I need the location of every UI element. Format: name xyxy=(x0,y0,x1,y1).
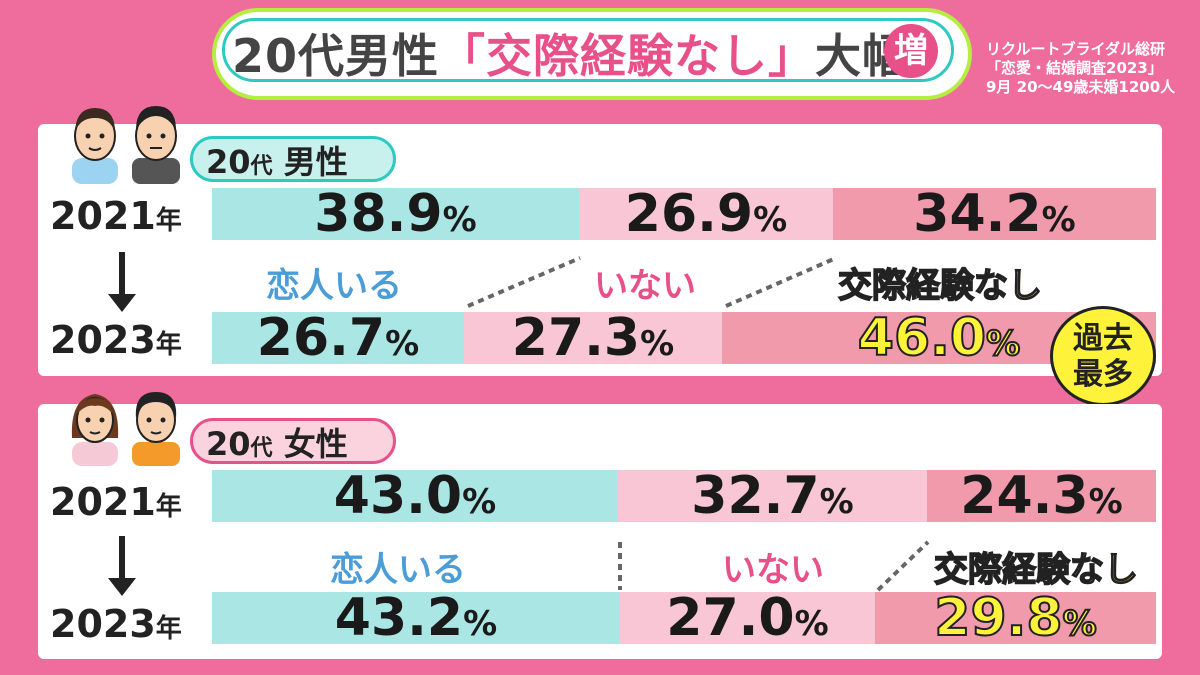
percent-sign: % xyxy=(985,323,1021,365)
male-year-2023: 2023年 xyxy=(50,318,182,362)
record-badge-line-1: 過去 xyxy=(1073,321,1133,356)
source-line-3: 9月 20〜49歳未婚1200人 xyxy=(986,78,1176,96)
female-year-2023: 2023年 xyxy=(50,602,182,646)
source-line-2: 「恋愛・結婚調査2023」 xyxy=(986,59,1163,77)
female-2023-never-bar: 29.8% xyxy=(875,587,1156,649)
down-arrow-head xyxy=(108,294,136,312)
female-label-dai: 代 xyxy=(250,436,273,461)
female-2023-none-label: 27.0% xyxy=(666,588,829,648)
male-group-tab xyxy=(190,136,396,182)
title-inner-frame xyxy=(222,18,954,82)
female-2021-partner-bar: 43.0% xyxy=(212,466,618,526)
female-2023-never-label: 29.8% xyxy=(933,587,1098,649)
female-group-tab xyxy=(190,418,396,464)
female-connector-lines xyxy=(618,540,930,592)
percent-sign: % xyxy=(1062,603,1098,645)
title-banner: 20代男性「交際経験なし」大幅 増 xyxy=(212,8,972,100)
male-2021-none-bar: 26.9% xyxy=(579,184,833,244)
percent-sign: % xyxy=(640,324,675,364)
percent-sign: % xyxy=(753,200,788,240)
male-cat-none: いない xyxy=(594,266,696,306)
male-2021-partner-label: 38.9% xyxy=(314,184,477,244)
male-2021-never-bar: 34.2% xyxy=(833,184,1156,244)
woman-face-icon xyxy=(71,392,180,466)
male-2023-never-label: 46.0% xyxy=(857,307,1021,369)
female-year-2021-unit: 年 xyxy=(155,492,182,522)
male-year-2021-unit: 年 xyxy=(155,206,182,236)
male-label-num: 20 xyxy=(206,143,251,181)
record-high-badge: 過去 最多 xyxy=(1050,306,1156,406)
male-year-2021-num: 2021 xyxy=(50,194,156,238)
male-year-2023-unit: 年 xyxy=(155,330,182,360)
down-arrow-head xyxy=(108,578,136,596)
female-year-2023-num: 2023 xyxy=(50,602,156,646)
female-2023-partner-bar: 43.2% xyxy=(212,588,620,648)
female-group-label: 20代 女性 xyxy=(206,419,348,465)
male-cat-partner: 恋人いる xyxy=(266,266,402,306)
down-arrow-icon xyxy=(119,252,125,298)
female-cat-partner: 恋人いる xyxy=(330,550,466,590)
percent-sign: % xyxy=(463,604,498,644)
source-note: リクルートブライダル総研 「恋愛・結婚調査2023」 9月 20〜49歳未婚12… xyxy=(986,40,1196,97)
male-2021-partner-bar: 38.9% xyxy=(212,184,579,244)
male-connector-lines xyxy=(467,256,837,308)
female-2021-never-bar: 24.3% xyxy=(927,466,1156,526)
male-year-2021: 2021年 xyxy=(50,194,182,238)
male-2021-none-label: 26.9% xyxy=(624,184,788,244)
percent-sign: % xyxy=(442,200,477,240)
down-arrow-icon xyxy=(119,536,125,582)
male-cat-never: 交際経験なし xyxy=(837,265,1043,307)
female-year-2023-unit: 年 xyxy=(155,614,182,644)
female-2021-none-bar: 32.7% xyxy=(618,466,927,526)
increase-badge: 増 xyxy=(884,24,938,78)
female-label-num: 20 xyxy=(206,425,251,463)
page-title: 20代男性「交際経験なし」大幅 xyxy=(232,20,909,86)
female-2021-never-label: 24.3% xyxy=(960,466,1123,526)
title-part-1: 20代男性 xyxy=(232,29,440,83)
record-badge-line-2: 最多 xyxy=(1073,357,1133,392)
male-2023-partner-label: 26.7% xyxy=(256,308,420,368)
female-2023-none-bar: 27.0% xyxy=(620,588,875,648)
percent-sign: % xyxy=(819,482,854,522)
male-label-gender: 男性 xyxy=(283,143,348,181)
female-label-gender: 女性 xyxy=(283,425,348,463)
percent-sign: % xyxy=(1041,200,1076,240)
percent-sign: % xyxy=(462,482,497,522)
female-2023-partner-label: 43.2% xyxy=(334,588,498,648)
female-2021-partner-label: 43.0% xyxy=(333,466,497,526)
male-2023-none-bar: 27.3% xyxy=(464,308,722,368)
female-2021-none-label: 32.7% xyxy=(691,466,854,526)
percent-sign: % xyxy=(794,604,829,644)
female-year-2021-num: 2021 xyxy=(50,480,156,524)
male-2021-never-label: 34.2% xyxy=(913,184,1076,244)
percent-sign: % xyxy=(1088,482,1123,522)
male-label-dai: 代 xyxy=(250,154,273,179)
man-face-icon xyxy=(72,106,180,184)
male-year-2023-num: 2023 xyxy=(50,318,156,362)
female-cat-none: いない xyxy=(722,550,824,590)
male-2023-none-label: 27.3% xyxy=(511,308,675,368)
source-line-1: リクルートブライダル総研 xyxy=(986,40,1165,58)
male-2023-partner-bar: 26.7% xyxy=(212,308,464,368)
female-cat-never: 交際経験なし xyxy=(933,549,1139,591)
female-year-2021: 2021年 xyxy=(50,480,182,524)
title-part-2: 「交際経験なし」 xyxy=(439,29,816,83)
percent-sign: % xyxy=(385,324,420,364)
male-group-label: 20代 男性 xyxy=(206,137,348,183)
